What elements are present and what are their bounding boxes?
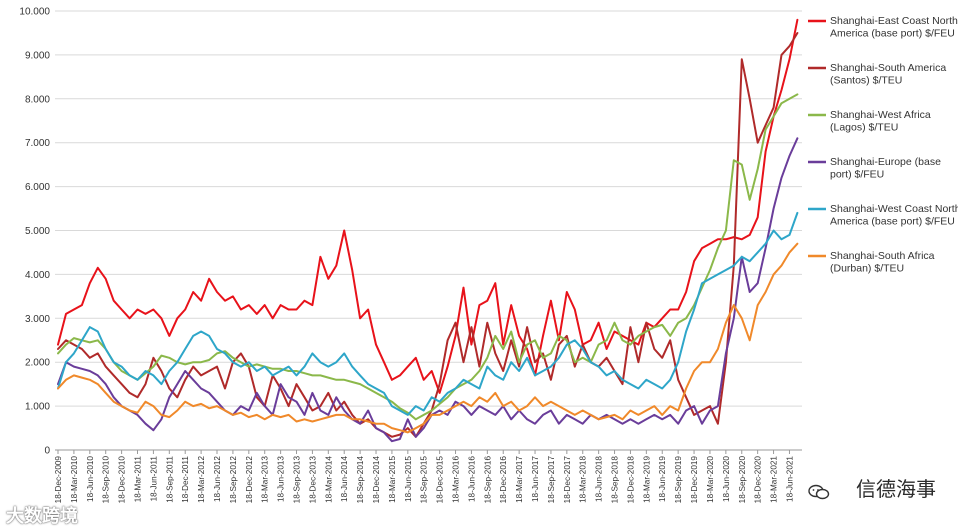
y-tick-label: 10.000 — [19, 7, 50, 18]
y-tick-label: 2.000 — [25, 358, 50, 369]
y-tick-label: 3.000 — [25, 314, 50, 325]
x-tick-label: 18-Mar-2013 — [261, 456, 270, 503]
legend-label-6: Shanghai-South Africa (Durban) $/TEU — [830, 250, 935, 275]
x-tick-label: 18-Dec-2015 — [436, 456, 445, 504]
watermark-right: 信德海事 — [856, 477, 936, 501]
y-tick-label: 8.000 — [25, 94, 50, 105]
x-tick-label: 18-Sep-2015 — [420, 456, 429, 504]
series-line-3 — [57, 93, 799, 421]
x-tick-label: 18-Sep-2011 — [165, 456, 174, 503]
x-tick-label: 18-Jun-2018 — [595, 456, 604, 502]
x-tick-label: 18-Jun-2017 — [531, 456, 540, 502]
x-tick-label: 18-Mar-2016 — [452, 456, 461, 503]
x-tick-label: 18-Mar-2014 — [324, 456, 333, 503]
legend-label-2: Shanghai-South America (Santos) $/TEU — [830, 62, 946, 87]
x-tick-label: 18-Jun-2014 — [340, 456, 349, 502]
x-tick-label: 18-Mar-2015 — [388, 456, 397, 503]
x-tick-label: 18-Mar-2021 — [770, 456, 779, 503]
series-lines — [57, 18, 799, 443]
y-tick-label: 7.000 — [25, 138, 50, 149]
x-tick-label: 18-Jun-2020 — [722, 456, 731, 502]
x-tick-label: 18-Jun-2021 — [785, 456, 794, 502]
legend: Shanghai-East Coast North America (base p… — [808, 15, 958, 275]
y-tick-label: 4.000 — [25, 270, 50, 281]
legend-label-5: Shanghai-West Coast North America (base p… — [830, 203, 958, 228]
x-tick-label: 18-Jun-2012 — [213, 456, 222, 502]
legend-label-4: Shanghai-Europe (base port) $/FEU — [830, 156, 941, 181]
x-tick-label: 18-Sep-2018 — [611, 456, 620, 504]
x-tick-label: 18-Sep-2019 — [674, 456, 683, 504]
y-tick-label: 0 — [44, 446, 50, 457]
x-tick-label: 18-Sep-2010 — [102, 456, 111, 504]
x-tick-label: 18-Jun-2010 — [86, 456, 95, 502]
series-line-1 — [57, 18, 799, 394]
x-tick-label: 18-Sep-2012 — [229, 456, 238, 504]
x-tick-label: 18-Dec-2011 — [181, 456, 190, 503]
wechat-icon — [808, 484, 830, 500]
x-tick-label: 18-Dec-2019 — [690, 456, 699, 504]
series-line-6 — [57, 242, 799, 434]
x-tick-label: 18-Mar-2017 — [515, 456, 524, 503]
axes — [57, 450, 790, 454]
x-tick-label: 18-Sep-2013 — [293, 456, 302, 504]
y-tick-label: 5.000 — [25, 226, 50, 237]
x-tick-label: 18-Sep-2014 — [356, 456, 365, 504]
x-tick-label: 18-Dec-2018 — [626, 456, 635, 504]
x-tick-label: 18-Sep-2016 — [483, 456, 492, 504]
x-tick-label: 18-Dec-2012 — [245, 456, 254, 504]
x-tick-label: 18-Mar-2020 — [706, 456, 715, 503]
x-tick-label: 18-Sep-2017 — [547, 456, 556, 504]
y-tick-label: 1.000 — [25, 402, 50, 413]
x-tick-label: 18-Sep-2020 — [738, 456, 747, 504]
watermark-left: 大数跨境 — [6, 506, 78, 527]
x-axis-tick-labels: 18-Dec-2009 18-Mar-2010 18-Jun-2010 18-Sep-… — [54, 456, 794, 504]
x-tick-label: 18-Mar-2019 — [642, 456, 651, 503]
y-tick-label: 9.000 — [25, 50, 50, 61]
x-tick-label: 18-Jun-2015 — [404, 456, 413, 502]
x-tick-label: 18-Dec-2020 — [754, 456, 763, 504]
x-tick-label: 18-Dec-2009 — [54, 456, 63, 504]
x-tick-label: 18-Dec-2014 — [372, 456, 381, 504]
y-tick-label: 6.000 — [25, 182, 50, 193]
x-tick-label: 18-Jun-2013 — [277, 456, 286, 502]
x-tick-label: 18-Mar-2018 — [579, 456, 588, 503]
x-tick-label: 18-Jun-2019 — [658, 456, 667, 502]
x-tick-label: 18-Jun-2011 — [149, 456, 158, 502]
x-tick-label: 18-Mar-2012 — [197, 456, 206, 503]
x-tick-label: 18-Jun-2016 — [467, 456, 476, 502]
series-line-5 — [57, 211, 799, 416]
x-tick-label: 18-Mar-2011 — [134, 456, 143, 503]
x-tick-label: 18-Dec-2010 — [118, 456, 127, 504]
x-tick-label: 18-Dec-2016 — [499, 456, 508, 504]
x-tick-label: 18-Mar-2010 — [70, 456, 79, 503]
x-tick-label: 18-Dec-2013 — [308, 456, 317, 504]
legend-label-3: Shanghai-West Africa (Lagos) $/TEU — [830, 109, 931, 134]
legend-label-1: Shanghai-East Coast North America (base p… — [830, 15, 958, 40]
series-line-2 — [57, 32, 799, 438]
x-tick-label: 18-Dec-2017 — [563, 456, 572, 504]
series-line-4 — [57, 137, 799, 443]
y-axis-tick-labels: 0 1.000 2.000 3.000 4.000 5.000 6.000 7.000 8.00… — [19, 7, 50, 457]
